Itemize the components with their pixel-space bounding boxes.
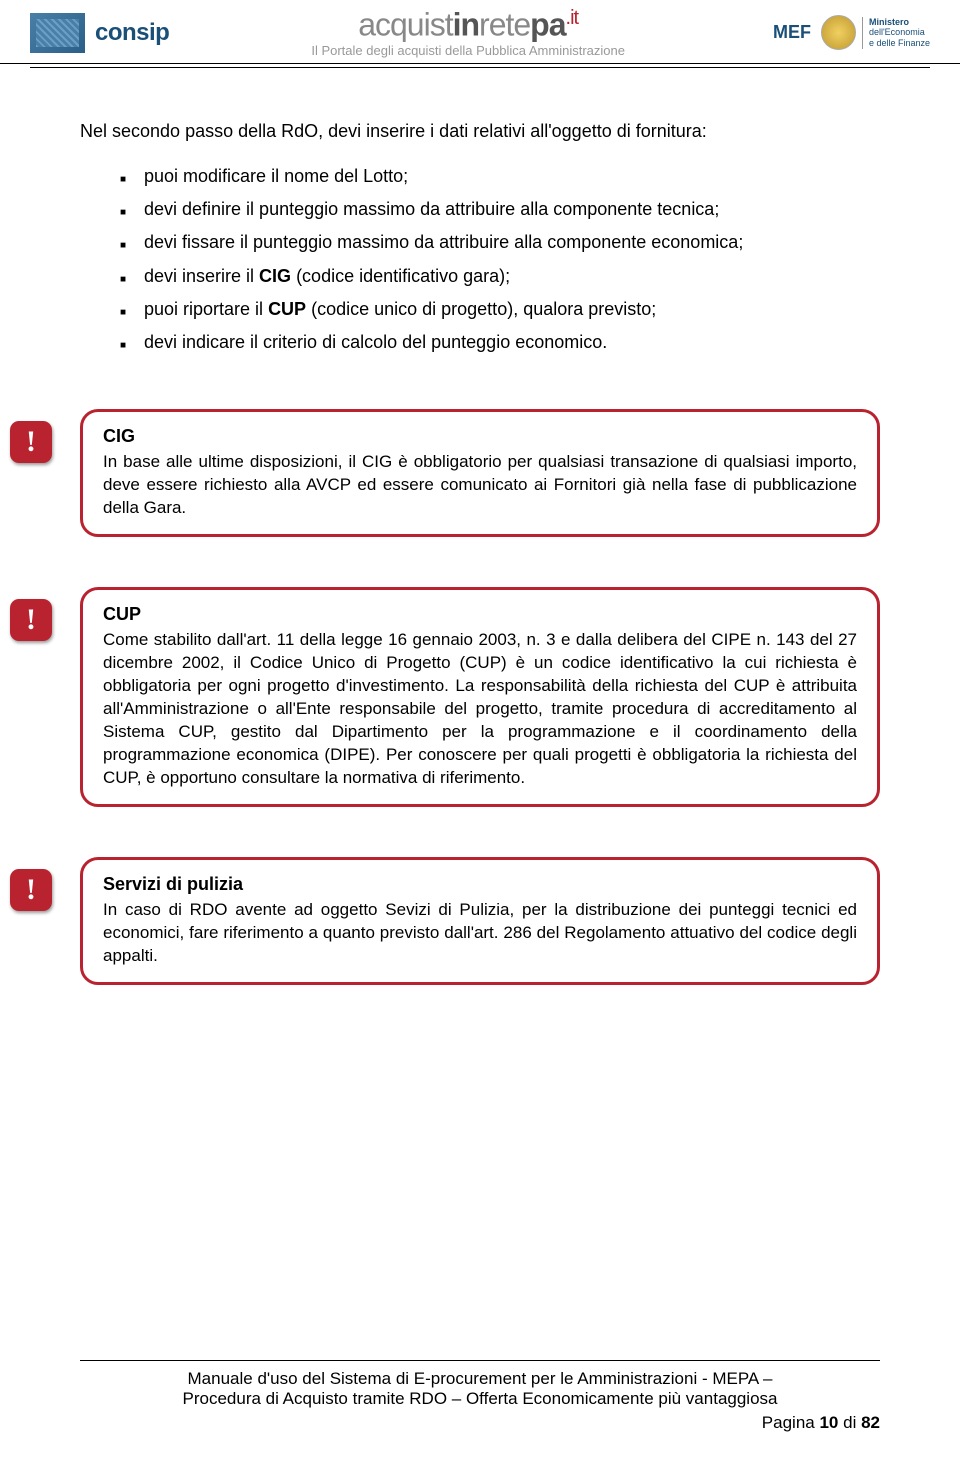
mef-text: Ministero dell'Economia e delle Finanze	[862, 17, 930, 49]
mef-l3: e delle Finanze	[869, 38, 930, 49]
callout-title: CUP	[103, 604, 857, 625]
consip-icon	[30, 13, 85, 53]
callout-body: Come stabilito dall'art. 11 della legge …	[103, 629, 857, 790]
li-text: devi inserire il	[144, 266, 259, 286]
logo-mef: MEF Ministero dell'Economia e delle Fina…	[767, 15, 930, 50]
list-item: devi fissare il punteggio massimo da att…	[120, 226, 880, 259]
alert-icon: !	[10, 869, 52, 911]
mef-emblem-icon	[821, 15, 856, 50]
mef-label: MEF	[767, 22, 815, 44]
logo-acquistinretepa: acquistinretepa.it Il Portale degli acqu…	[169, 8, 767, 58]
logo-consip: consip	[30, 13, 169, 53]
li-text: (codice unico di progetto), qualora prev…	[306, 299, 656, 319]
mef-l2: dell'Economia	[869, 27, 930, 38]
alert-icon: !	[10, 599, 52, 641]
callout-box: Servizi di pulizia In caso di RDO avente…	[80, 857, 880, 985]
callout-title: CIG	[103, 426, 857, 447]
mef-l1: Ministero	[869, 17, 930, 28]
list-item: devi inserire il CIG (codice identificat…	[120, 260, 880, 293]
brand-suffix: .it	[566, 7, 579, 29]
bullet-list: puoi modificare il nome del Lotto; devi …	[80, 160, 880, 360]
brand-p2: in	[453, 7, 479, 43]
brand-p4: pa	[530, 7, 565, 43]
intro-paragraph: Nel secondo passo della RdO, devi inseri…	[80, 118, 880, 145]
brand-title: acquistinretepa.it	[169, 8, 767, 41]
callout-pulizia: ! Servizi di pulizia In caso di RDO aven…	[80, 857, 880, 985]
page-header: consip acquistinretepa.it Il Portale deg…	[0, 0, 960, 64]
list-item: puoi riportare il CUP (codice unico di p…	[120, 293, 880, 326]
callout-title: Servizi di pulizia	[103, 874, 857, 895]
consip-text: consip	[95, 19, 169, 47]
footer-rule	[80, 1360, 880, 1361]
callout-cup: ! CUP Come stabilito dall'art. 11 della …	[80, 587, 880, 807]
footer-page: Pagina 10 di 82	[80, 1413, 880, 1433]
footer-line2: Procedura di Acquisto tramite RDO – Offe…	[80, 1389, 880, 1409]
callout-cig: ! CIG In base alle ultime disposizioni, …	[80, 409, 880, 537]
page-pre: Pagina	[762, 1413, 820, 1432]
footer-line1: Manuale d'uso del Sistema di E-procureme…	[80, 1369, 880, 1389]
main-content: Nel secondo passo della RdO, devi inseri…	[0, 118, 960, 985]
list-item: devi definire il punteggio massimo da at…	[120, 193, 880, 226]
brand-p3: rete	[479, 7, 530, 43]
list-item: devi indicare il criterio di calcolo del…	[120, 326, 880, 359]
brand-p1: acquist	[358, 7, 452, 43]
list-item: puoi modificare il nome del Lotto;	[120, 160, 880, 193]
brand-subtitle: Il Portale degli acquisti della Pubblica…	[169, 43, 767, 58]
callout-box: CUP Come stabilito dall'art. 11 della le…	[80, 587, 880, 807]
alert-icon: !	[10, 421, 52, 463]
callout-body: In base alle ultime disposizioni, il CIG…	[103, 451, 857, 520]
callout-box: CIG In base alle ultime disposizioni, il…	[80, 409, 880, 537]
page-num: 10	[819, 1413, 838, 1432]
page-mid: di	[838, 1413, 861, 1432]
li-bold: CUP	[268, 299, 306, 319]
page-total: 82	[861, 1413, 880, 1432]
li-bold: CIG	[259, 266, 291, 286]
li-text: puoi riportare il	[144, 299, 268, 319]
header-rule	[30, 67, 930, 68]
page-footer: Manuale d'uso del Sistema di E-procureme…	[0, 1360, 960, 1433]
li-text: (codice identificativo gara);	[291, 266, 510, 286]
callout-body: In caso di RDO avente ad oggetto Sevizi …	[103, 899, 857, 968]
